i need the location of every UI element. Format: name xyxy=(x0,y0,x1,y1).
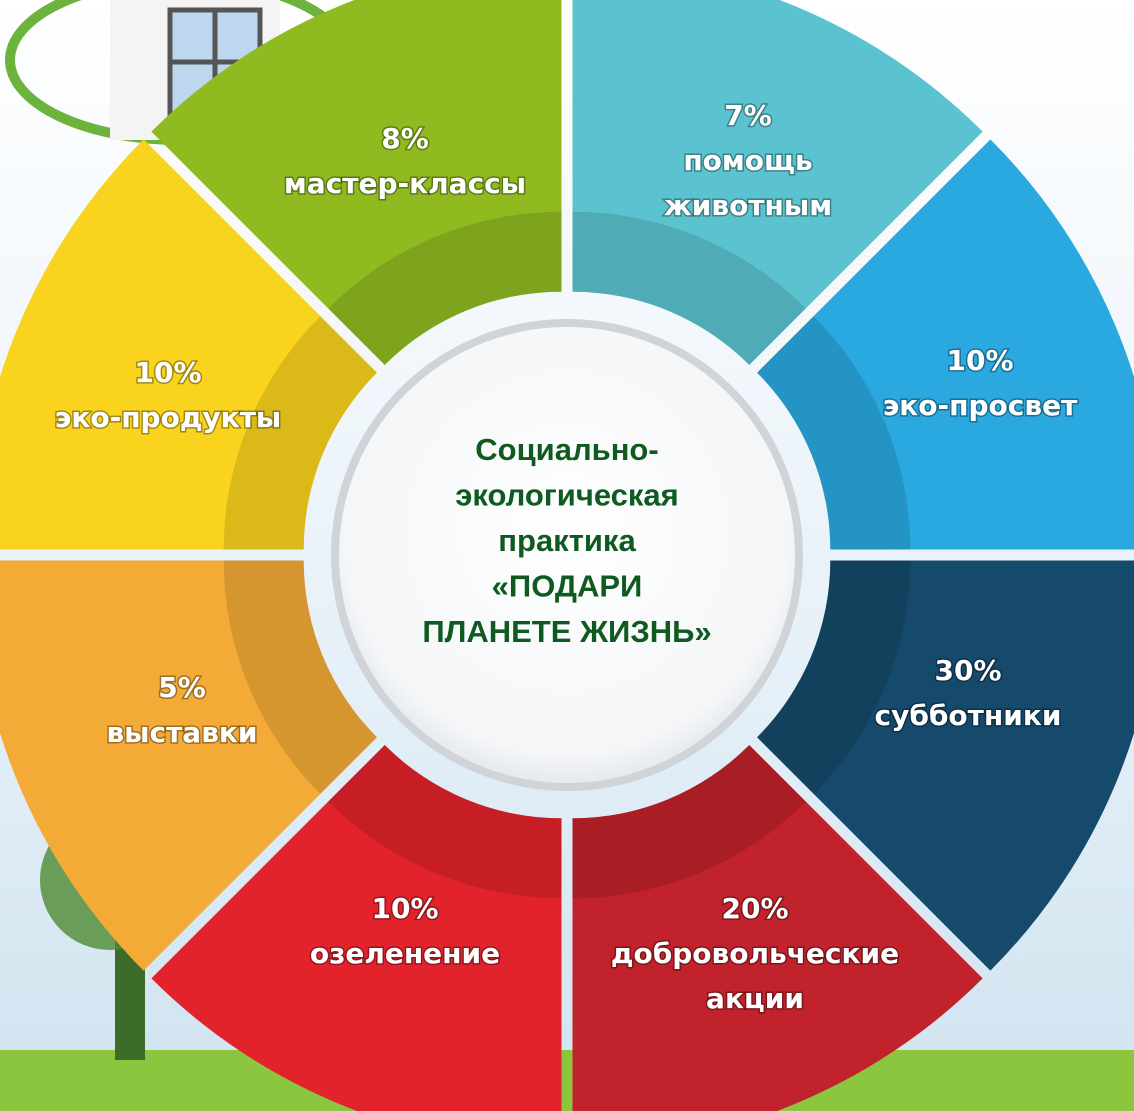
segment-label: животным xyxy=(664,189,832,222)
center-line: Социально- xyxy=(475,432,658,467)
center-line: практика xyxy=(498,523,636,558)
segment-inner-band xyxy=(328,745,562,899)
segment-label: эко-просвет xyxy=(883,389,1078,422)
center-line: ПЛАНЕТЕ ЖИЗНЬ» xyxy=(422,614,711,649)
segment-percent: 30% xyxy=(934,654,1001,687)
segment-percent: 10% xyxy=(946,344,1013,377)
segment-label: акции xyxy=(706,982,804,1015)
segment: 10% озеленение xyxy=(151,745,562,1111)
segment-label: субботники xyxy=(874,699,1061,732)
segment-label: эко-продукты xyxy=(55,401,282,434)
center-circle xyxy=(331,319,803,791)
segment-percent: 8% xyxy=(381,122,429,155)
segment-inner-band xyxy=(328,211,562,365)
segment: 20% добровольческие акции xyxy=(572,745,983,1111)
segment-label: мастер-классы xyxy=(284,167,526,200)
segment: 7% помощь животным xyxy=(572,0,983,365)
segment-label: добровольческие xyxy=(611,937,899,970)
segment: 30% субботники xyxy=(757,560,1134,971)
segment: 10% эко-просвет xyxy=(757,139,1134,550)
segment-shape xyxy=(151,0,562,365)
segment-inner-band xyxy=(572,745,806,899)
segment-shape xyxy=(572,0,983,365)
grass xyxy=(0,1050,1134,1111)
segment-percent: 20% xyxy=(721,892,788,925)
segment-label: озеленение xyxy=(310,937,500,970)
segment-inner-band xyxy=(757,560,911,794)
segment-label: помощь xyxy=(683,144,812,177)
segment-shape xyxy=(151,745,562,1111)
segment: 5% выставки xyxy=(0,560,377,971)
segment-shape xyxy=(0,560,377,971)
segment-percent: 5% xyxy=(158,671,206,704)
center-title: Социально-экологическая практика «ПОДАРИ ПЛ… xyxy=(422,432,711,649)
segment-percent: 7% xyxy=(724,99,772,132)
segment-inner-band xyxy=(223,316,377,550)
center-line: «ПОДАРИ xyxy=(492,569,643,604)
center-line: экологическая xyxy=(455,478,679,513)
segment-shape xyxy=(572,745,983,1111)
segment: 8% мастер-классы xyxy=(151,0,562,365)
segment-shape xyxy=(757,139,1134,550)
segment-percent: 10% xyxy=(371,892,438,925)
segment-label: выставки xyxy=(106,716,257,749)
segment-inner-band xyxy=(757,316,911,550)
segment-shape xyxy=(0,139,377,550)
segment-inner-band xyxy=(572,211,806,365)
segment-percent: 10% xyxy=(134,356,201,389)
segment-shape xyxy=(757,560,1134,971)
segment: 10% эко-продукты xyxy=(0,139,377,550)
segment-inner-band xyxy=(223,560,377,794)
